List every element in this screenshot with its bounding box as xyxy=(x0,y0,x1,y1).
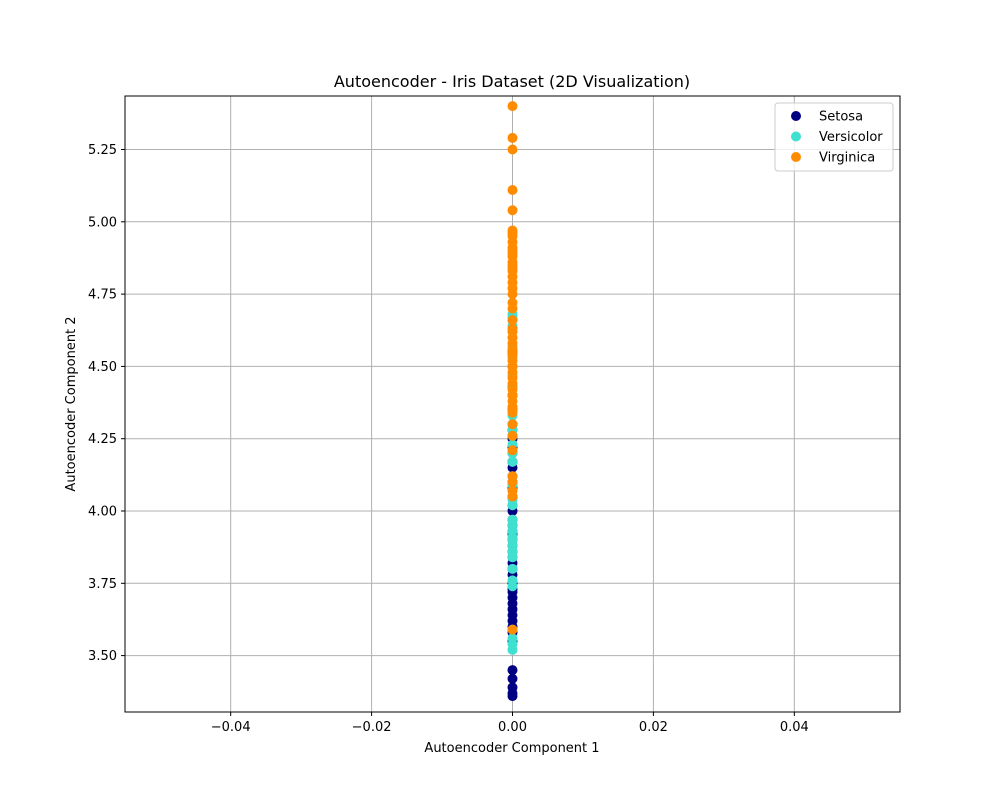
data-point xyxy=(507,419,518,430)
data-points xyxy=(507,101,518,702)
chart-title: Autoencoder - Iris Dataset (2D Visualiza… xyxy=(334,72,690,91)
y-tick-label: 5.25 xyxy=(88,143,117,158)
data-point xyxy=(507,673,518,684)
y-tick-label: 4.75 xyxy=(88,288,117,303)
data-point xyxy=(507,101,518,112)
data-point xyxy=(507,260,518,271)
data-point xyxy=(507,303,518,314)
x-axis-ticks: −0.04 −0.02 0.00 0.02 0.04 xyxy=(211,712,809,735)
data-point xyxy=(507,228,518,239)
x-tick-label: 0.00 xyxy=(498,720,527,735)
x-tick-label: 0.04 xyxy=(780,720,809,735)
legend-marker xyxy=(791,131,801,142)
data-point xyxy=(507,514,518,525)
legend-label: Setosa xyxy=(819,110,863,125)
data-point xyxy=(507,184,518,195)
data-point xyxy=(507,315,518,326)
data-point xyxy=(507,682,518,693)
data-point xyxy=(507,245,518,256)
data-point xyxy=(507,624,518,635)
data-point xyxy=(507,205,518,216)
x-tick-label: 0.02 xyxy=(639,720,668,735)
data-point xyxy=(507,485,518,496)
data-point xyxy=(507,132,518,143)
y-axis-label: Autoencoder Component 2 xyxy=(64,316,79,491)
data-point xyxy=(507,144,518,155)
y-tick-label: 4.00 xyxy=(88,505,117,520)
legend: Setosa Versicolor Virginica xyxy=(774,102,894,172)
x-tick-label: −0.02 xyxy=(352,720,392,735)
legend-marker xyxy=(791,111,801,121)
y-tick-label: 3.75 xyxy=(88,577,117,592)
legend-label: Versicolor xyxy=(819,130,883,145)
data-point xyxy=(507,404,518,415)
data-point xyxy=(507,563,518,574)
legend-marker xyxy=(791,152,801,162)
data-point xyxy=(507,456,518,467)
data-point xyxy=(507,665,518,676)
data-point xyxy=(507,326,518,337)
y-tick-label: 4.25 xyxy=(88,432,117,447)
y-tick-label: 5.00 xyxy=(88,215,117,230)
y-axis-ticks: 3.50 3.75 4.00 4.25 4.50 4.75 5.00 5.25 xyxy=(88,143,125,664)
data-point xyxy=(507,445,518,456)
data-point xyxy=(507,575,518,586)
data-point xyxy=(507,471,518,482)
series-virginica xyxy=(507,101,518,635)
legend-box xyxy=(774,102,894,172)
y-tick-label: 4.50 xyxy=(88,360,117,375)
y-tick-label: 3.50 xyxy=(88,649,117,664)
data-point xyxy=(507,346,518,357)
x-axis-label: Autoencoder Component 1 xyxy=(424,741,599,756)
legend-label: Virginica xyxy=(819,151,875,166)
data-point xyxy=(507,430,518,441)
data-point xyxy=(507,633,518,644)
x-tick-label: −0.04 xyxy=(211,720,251,735)
